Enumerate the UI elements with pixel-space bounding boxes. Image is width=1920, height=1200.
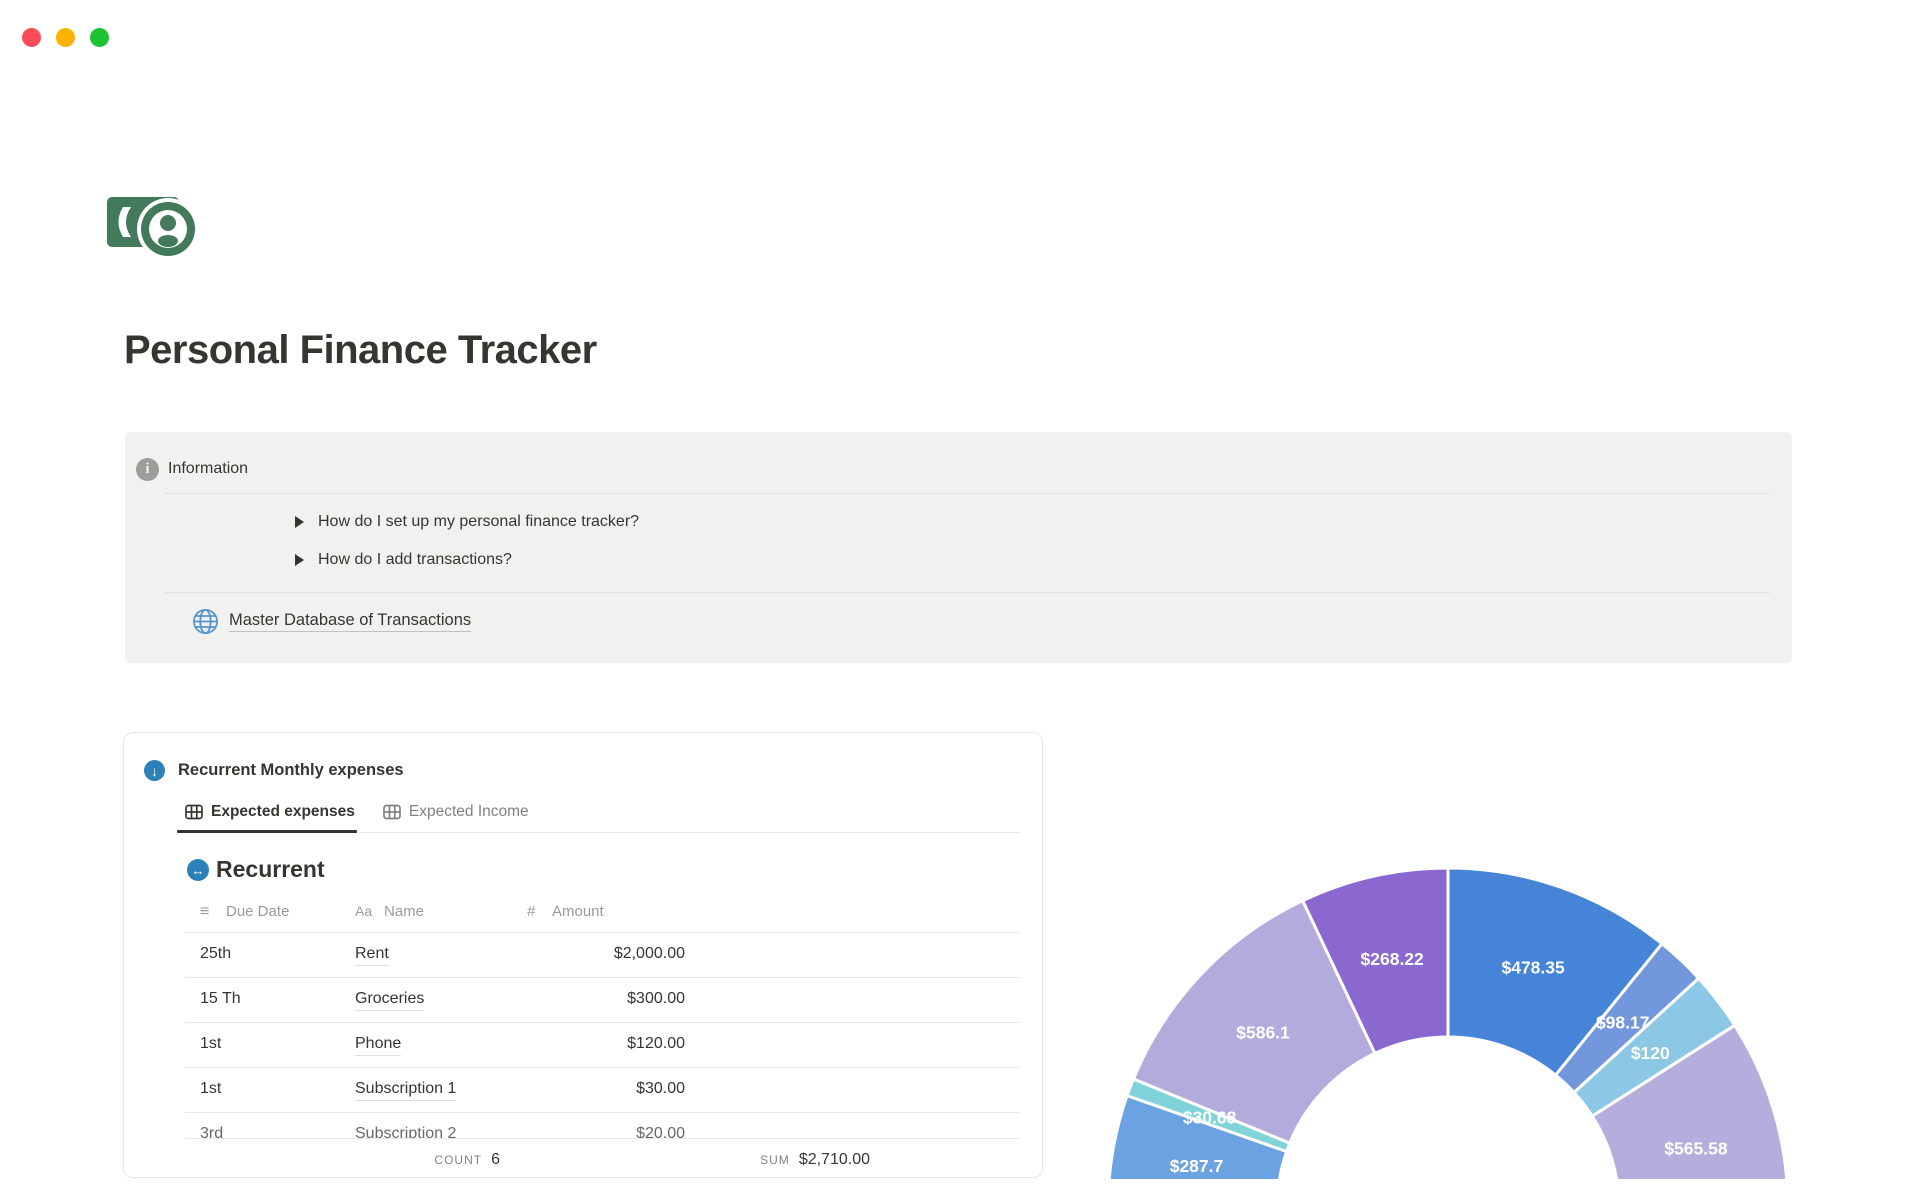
information-callout: i Information How do I set up my persona… [125, 432, 1792, 663]
sum-calculation[interactable]: SUM $2,710.00 [760, 1139, 870, 1180]
due-date-cell[interactable]: 1st [200, 1080, 222, 1097]
toggle-label[interactable]: How do I set up my personal finance trac… [318, 513, 640, 530]
expenses-donut-chart-area: $287.7 $30.68 $586.1 $268.22 $478.35 $98.17 $1… [1098, 858, 1798, 1200]
master-database-link[interactable]: Master Database of Transactions [192, 608, 472, 635]
arrow-down-circle-icon: ↓ [144, 760, 165, 781]
name-page-link[interactable]: Rent [355, 945, 389, 966]
amount-cell[interactable]: $120.00 [627, 1035, 685, 1052]
column-header-due-date[interactable]: Due Date [226, 903, 290, 920]
tab-expected-expenses[interactable]: Expected expenses [185, 803, 355, 821]
donut-slice[interactable] [1590, 1023, 1790, 1200]
table-header-row: ≡ Due Date Aa Name # Amount [185, 894, 1020, 933]
toggle-add-transactions-question[interactable]: How do I add transactions? [295, 548, 512, 572]
table-row[interactable]: 1st Subscription 1 $30.00 [185, 1068, 1020, 1113]
toggle-label[interactable]: How do I add transactions? [318, 551, 512, 568]
amount-cell[interactable]: $300.00 [627, 990, 685, 1007]
sum-label: SUM [760, 1152, 790, 1167]
toggle-setup-question[interactable]: How do I set up my personal finance trac… [295, 510, 639, 534]
callout-divider [165, 493, 1770, 494]
column-header-amount[interactable]: Amount [552, 903, 604, 920]
donut-slice-label: $30.68 [1183, 1107, 1237, 1127]
expenses-donut-chart: $287.7 $30.68 $586.1 $268.22 $478.35 $98.17 $1… [1106, 866, 1790, 1200]
amount-cell[interactable]: $20.00 [636, 1125, 685, 1138]
donut-slice[interactable] [1446, 866, 1665, 1078]
name-page-link[interactable]: Subscription 2 [355, 1125, 456, 1138]
name-page-link[interactable]: Phone [355, 1035, 402, 1056]
card-tabs: Expected expenses Expected Income [185, 803, 529, 821]
amount-cell[interactable]: $30.00 [636, 1080, 685, 1097]
active-tab-underline [177, 830, 357, 833]
due-date-cell[interactable]: 1st [200, 1035, 222, 1052]
toggle-arrow-icon[interactable] [295, 516, 304, 528]
donut-slice-label: $287.7 [1170, 1156, 1224, 1176]
money-bill-with-coin-icon[interactable] [107, 183, 195, 263]
page-title: Personal Finance Tracker [124, 328, 597, 372]
count-calculation[interactable]: COUNT 6 [434, 1139, 500, 1180]
table-view-icon [383, 804, 401, 820]
recurrent-expenses-card [123, 732, 1043, 1178]
expenses-table: ≡ Due Date Aa Name # Amount 25th Rent $2… [185, 894, 1020, 1179]
card-title: Recurrent Monthly expenses [178, 761, 404, 779]
donut-slice-label: $565.58 [1664, 1138, 1728, 1158]
amount-cell[interactable]: $2,000.00 [613, 945, 685, 962]
callout-title: Information [168, 460, 249, 477]
globe-icon [192, 608, 219, 635]
title-property-icon: Aa [355, 903, 373, 919]
window-controls [22, 28, 109, 47]
select-property-icon: ≡ [200, 903, 210, 920]
toggle-arrow-icon[interactable] [295, 554, 304, 566]
donut-slice-label: $268.22 [1361, 949, 1425, 969]
close-window-button[interactable] [22, 28, 41, 47]
name-page-link[interactable]: Subscription 1 [355, 1080, 457, 1101]
tabs-divider [177, 832, 1020, 833]
table-view-icon [185, 804, 203, 820]
master-database-link-label[interactable]: Master Database of Transactions [229, 611, 472, 632]
tab-label[interactable]: Expected Income [408, 803, 529, 820]
column-header-name[interactable]: Name [384, 903, 425, 920]
due-date-cell[interactable]: 3rd [200, 1125, 224, 1138]
zoom-window-button[interactable] [90, 28, 109, 47]
minimize-window-button[interactable] [56, 28, 75, 47]
count-value: 6 [491, 1150, 500, 1168]
donut-slice-label: $120 [1631, 1043, 1670, 1063]
donut-slice-label: $586.1 [1236, 1022, 1290, 1042]
tab-label[interactable]: Expected expenses [211, 803, 355, 820]
count-label: COUNT [434, 1152, 483, 1167]
name-page-link[interactable]: Groceries [355, 990, 425, 1011]
info-icon: i [136, 458, 159, 481]
due-date-cell[interactable]: 25th [200, 945, 232, 962]
donut-slice-label: $98.17 [1596, 1012, 1650, 1032]
table-row[interactable]: 25th Rent $2,000.00 [185, 933, 1020, 978]
table-row-clipped[interactable]: 3rd Subscription 2 $20.00 [185, 1113, 1020, 1138]
donut-slice[interactable] [1131, 898, 1377, 1146]
sum-value: $2,710.00 [798, 1150, 870, 1168]
number-property-icon: # [527, 903, 536, 920]
tab-expected-income[interactable]: Expected Income [383, 803, 529, 821]
table-row[interactable]: 15 Th Groceries $300.00 [185, 978, 1020, 1023]
section-title: Recurrent [216, 856, 325, 882]
donut-slice-label: $478.35 [1501, 958, 1565, 978]
linked-database-arrows-icon: ↔ [187, 859, 209, 881]
table-footer: COUNT 6 SUM $2,710.00 [185, 1138, 1020, 1179]
donut-slice[interactable] [1106, 1093, 1289, 1200]
due-date-cell[interactable]: 15 Th [200, 990, 241, 1007]
table-row[interactable]: 1st Phone $120.00 [185, 1023, 1020, 1068]
callout-divider [165, 592, 1770, 593]
